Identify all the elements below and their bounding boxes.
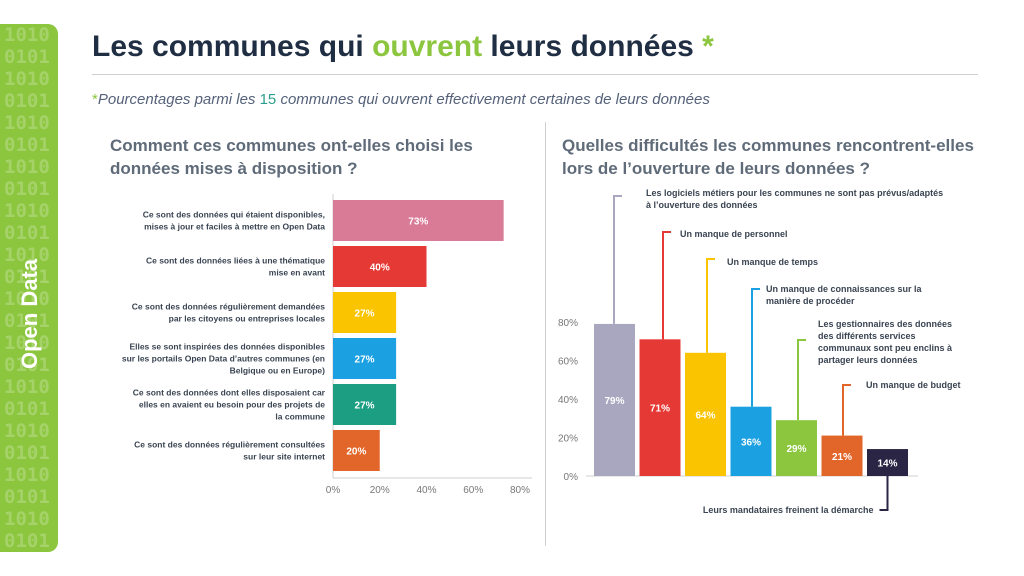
title-part2: leurs données (482, 30, 703, 63)
column-divider (545, 122, 546, 546)
left-tick-label: 20% (370, 485, 390, 496)
callout-label: communaux sont peu enclins à (818, 343, 953, 353)
title-divider (92, 74, 978, 75)
left-category-label: Ce sont des données régulièrement demand… (132, 302, 325, 312)
right-data-label: 36% (741, 437, 761, 448)
callout-line (842, 384, 851, 436)
right-bar (867, 449, 908, 476)
callout-label: Un manque de connaissances sur la (766, 284, 923, 294)
left-category-label: par les citoyens ou entreprises locales (169, 314, 326, 324)
left-category-label: Ce sont des données dont elles disposaie… (133, 388, 326, 398)
right-data-label: 29% (786, 444, 806, 455)
callout-label: Un manque de temps (727, 257, 818, 267)
subtitle-part1: Pourcentages parmi les (97, 91, 260, 108)
right-data-label: 21% (832, 452, 852, 463)
callout-line (706, 258, 715, 353)
right-bar (639, 339, 681, 476)
callout-label: des différents services (818, 331, 916, 341)
right-data-label: 71% (650, 404, 670, 415)
left-category-label: mises à jour et faciles à mettre en Open… (144, 222, 325, 232)
left-data-label: 27% (355, 309, 375, 320)
subtitle-count: 15 (259, 91, 277, 108)
left-bar (333, 430, 380, 471)
left-bar (333, 338, 397, 379)
left-tick-label: 0% (326, 485, 341, 496)
page-title: Les communes qui ouvrent leurs données * (92, 30, 714, 64)
left-tick-label: 40% (416, 485, 436, 496)
left-category-label: Belgique ou en Europe) (230, 366, 326, 376)
right-tick-label: 40% (558, 395, 578, 406)
left-data-label: 27% (355, 355, 375, 366)
right-bar (594, 323, 635, 476)
right-bar (685, 352, 726, 476)
title-star: * (702, 30, 714, 63)
left-category-label: Ce sont des données liées à une thématiq… (146, 256, 325, 266)
left-category-label: Ce sont des données régulièrement consul… (134, 440, 325, 450)
left-bar (333, 384, 397, 425)
left-chart-title: Comment ces communes ont-elles choisi le… (110, 136, 473, 178)
callout-label: Leurs mandataires freinent la démarche (703, 505, 874, 515)
left-data-label: 73% (408, 217, 428, 228)
right-bar (730, 406, 772, 476)
left-data-label: 40% (370, 263, 390, 274)
callout-label: partager leurs données (818, 355, 918, 365)
title-highlight: ouvrent (372, 30, 483, 63)
left-category-label: Ce sont des données qui étaient disponib… (143, 210, 325, 220)
right-data-label: 79% (604, 396, 624, 407)
subtitle-part2: communes qui ouvrent effectivement certa… (276, 91, 710, 108)
callout-label: manière de procéder (766, 296, 855, 306)
left-data-label: 20% (346, 447, 366, 458)
right-tick-label: 60% (558, 357, 578, 368)
left-bar (333, 200, 504, 241)
right-data-label: 64% (695, 410, 715, 421)
callout-line (751, 288, 760, 407)
left-tick-label: 60% (463, 485, 483, 496)
right-data-label: 14% (877, 459, 897, 470)
callout-line (662, 231, 671, 340)
title-part1: Les communes qui (92, 30, 373, 63)
callout-line (613, 195, 622, 324)
side-tab: 1010010110100101101001011010010110100101… (0, 24, 58, 552)
subtitle: *Pourcentages parmi les 15 communes qui … (92, 91, 710, 108)
callout-line (797, 339, 806, 421)
callout-line (879, 476, 889, 511)
left-category-label: sur les portails Open Data d’autres comm… (122, 354, 325, 364)
right-tick-label: 80% (558, 318, 578, 329)
left-category-label: elles en avaient eu besoin pour des proj… (139, 400, 325, 410)
binary-pattern: 1010010110100101101001011010010110100101… (4, 24, 50, 552)
callout-label: Les logiciels métiers pour les communes … (646, 188, 943, 198)
right-tick-label: 0% (564, 472, 579, 483)
left-bar (333, 292, 397, 333)
callout-label: Un manque de personnel (680, 229, 788, 239)
right-bar (821, 435, 863, 476)
left-category-label: Elles se sont inspirées des données disp… (129, 342, 325, 352)
right-tick-label: 20% (558, 434, 578, 445)
right-chart-title: Quelles difficultés les communes rencont… (562, 136, 974, 178)
subtitle-star: * (92, 91, 98, 108)
callout-label: à l’ouverture des données (646, 200, 758, 210)
callout-label: Un manque de budget (866, 380, 961, 390)
callout-label: Les gestionnaires des données (818, 319, 952, 329)
right-bar (776, 420, 817, 476)
left-category-label: mise en avant (269, 268, 325, 278)
left-category-label: sur leur site internet (243, 452, 325, 462)
left-tick-label: 80% (510, 485, 530, 496)
left-data-label: 27% (355, 401, 375, 412)
left-bar (333, 246, 427, 287)
left-category-label: la commune (275, 412, 325, 422)
